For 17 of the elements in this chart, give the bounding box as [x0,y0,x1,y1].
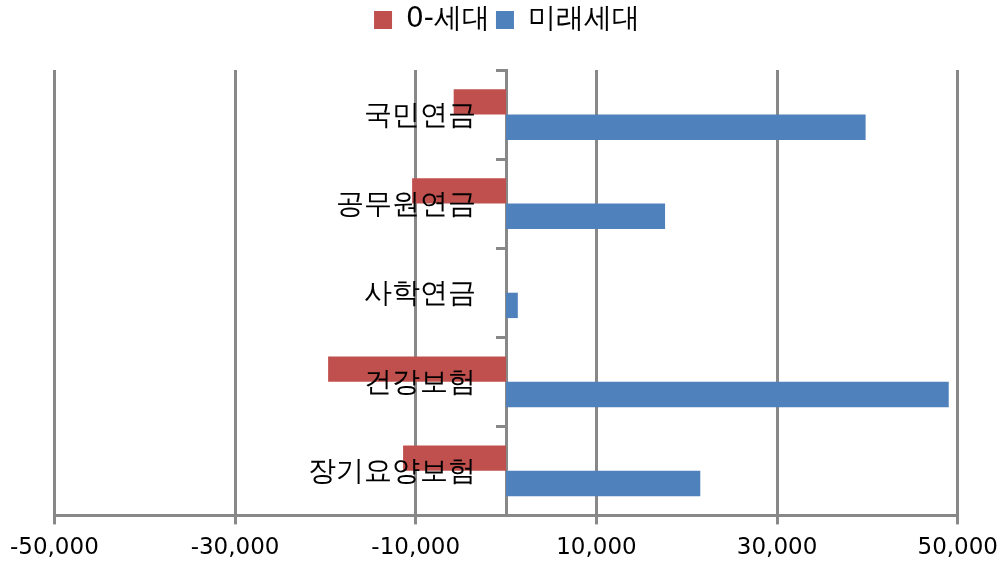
x-tick-label: -30,000 [190,533,280,560]
bar [506,470,701,497]
y-tick-label: 장기요양보험 [308,454,477,488]
bar [506,114,866,140]
y-tick-label: 공무원연금 [336,186,477,220]
bar [506,381,949,408]
bar [506,203,666,230]
x-tick-label: 10,000 [556,533,637,560]
y-tick-label: 사학연금 [364,275,477,309]
legend-label: 미래세대 [527,1,640,35]
x-tick-label: -10,000 [371,533,461,560]
legend-label: 0-세대 [406,1,490,35]
y-tick-label: 국민연금 [364,97,477,131]
x-tick-label: -50,000 [10,533,99,560]
x-tick-label: 50,000 [917,533,998,560]
x-tick-label: 30,000 [736,533,818,560]
bar [506,292,518,319]
